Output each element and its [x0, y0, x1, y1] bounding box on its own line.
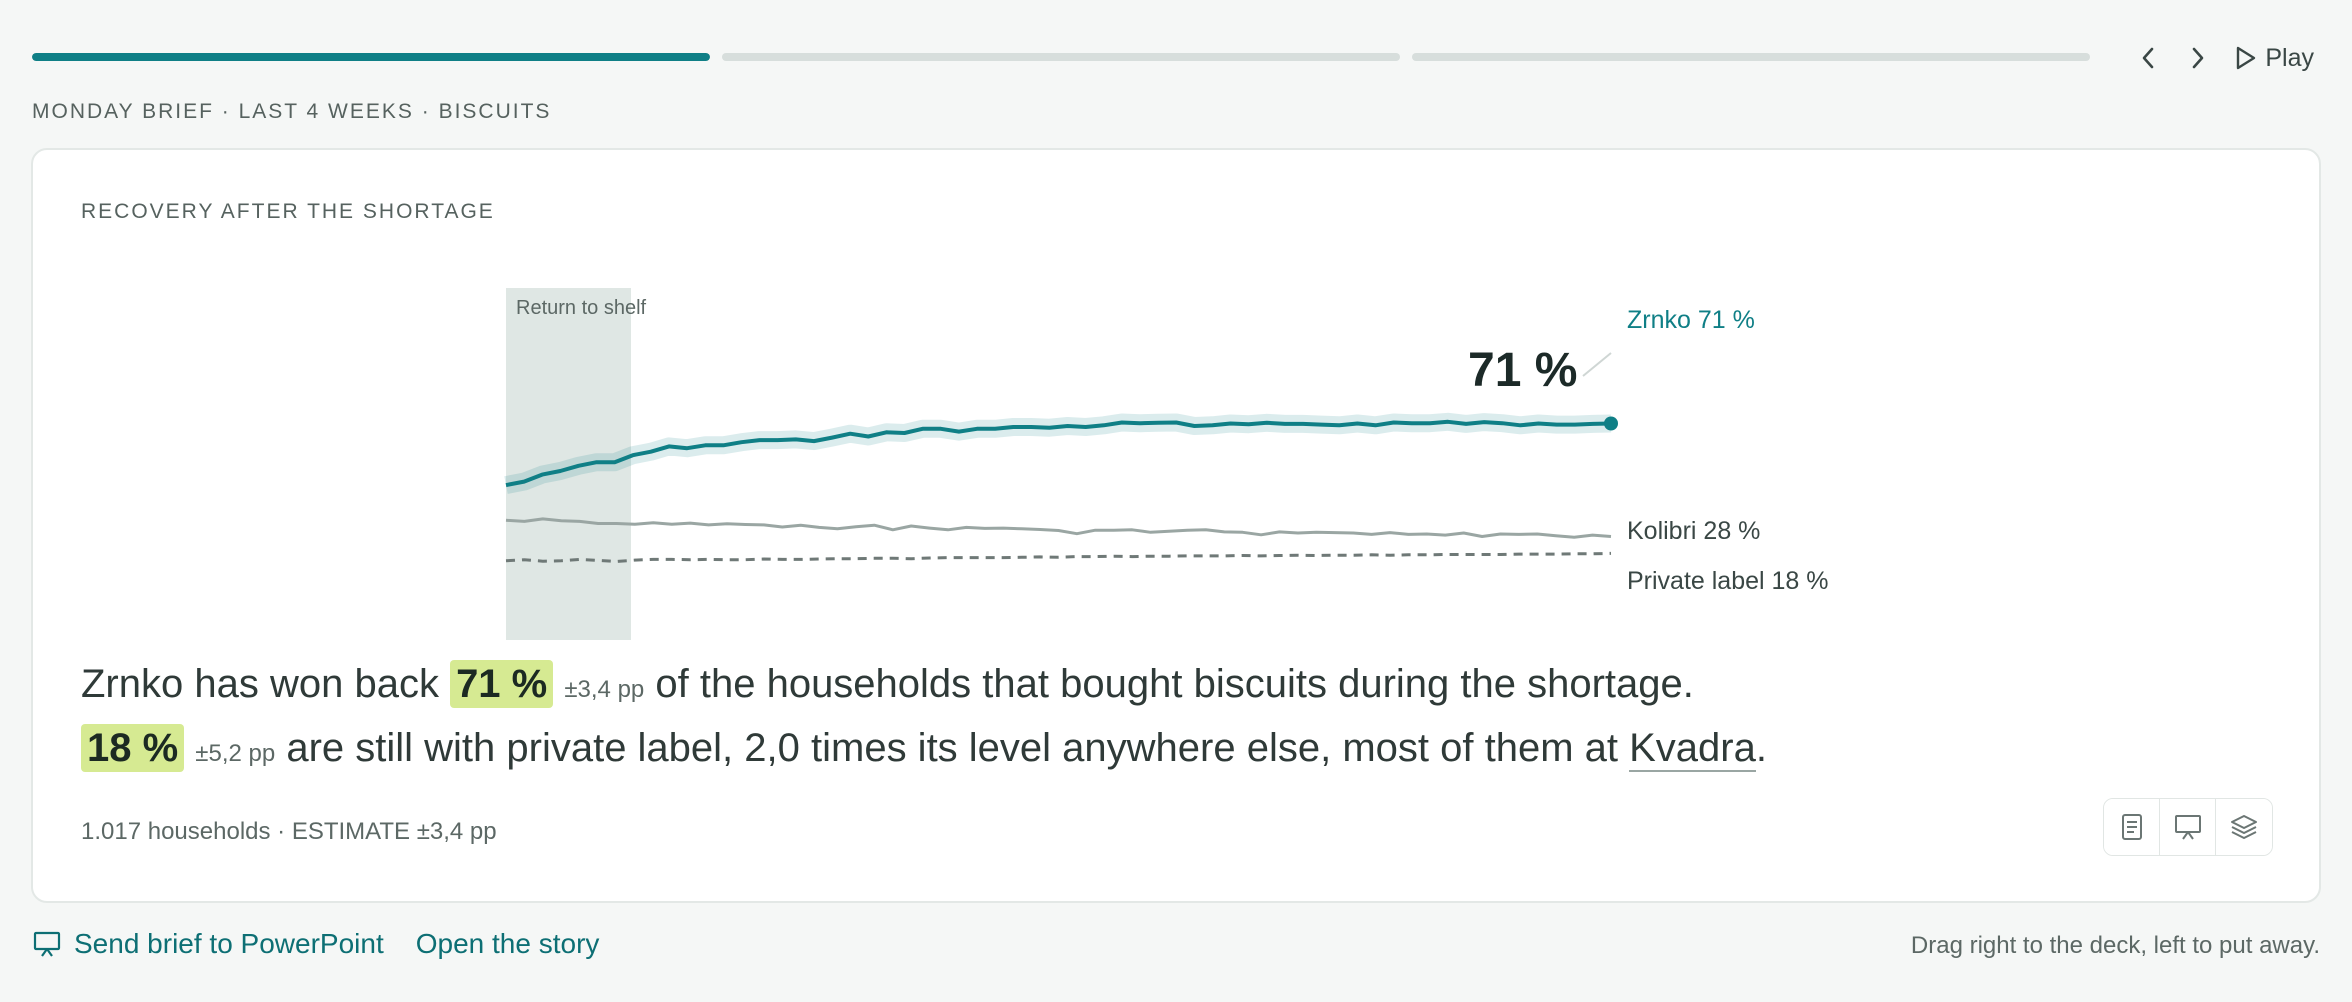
progress-fill [32, 53, 710, 61]
document-button[interactable] [2104, 799, 2160, 855]
open-story-label: Open the story [415, 928, 600, 959]
zrnko-end-point [1604, 416, 1618, 431]
sentence-part-3: are still with private label, 2,0 times … [275, 726, 1630, 770]
layers-icon [2231, 815, 2257, 839]
insight-sentence: Zrnko has won back 71 % ±3,4 pp of the h… [81, 655, 2281, 783]
story-progress [32, 53, 2090, 61]
sentence-part-2: of the households that bought biscuits d… [644, 662, 1694, 706]
story-nav: Play [2135, 40, 2314, 76]
zrnko-end-label: Zrnko 71 % [1627, 306, 1755, 334]
drag-hint: Drag right to the deck, left to put away… [1910, 932, 2320, 959]
chevron-left-icon[interactable] [2135, 40, 2161, 76]
brief-actions: Send brief to PowerPoint Open the story [32, 928, 599, 960]
open-story-link[interactable]: Open the story [416, 928, 600, 960]
private-label-value-highlight: 18 % [81, 724, 185, 772]
zrnko-line [505, 419, 1612, 488]
play-button[interactable]: Play [2235, 44, 2314, 73]
zrnko-value-highlight: 71 % [450, 660, 554, 708]
progress-segment-1[interactable] [32, 53, 710, 61]
progress-segment-3[interactable] [1412, 53, 2090, 61]
return-to-shelf-label: Return to shelf [516, 297, 647, 319]
private-label-margin: ±5,2 pp [195, 740, 276, 767]
progress-segment-2[interactable] [722, 53, 1400, 61]
recovery-chart: Return to shelf 71 % Zrnko 71 % Kolibri … [504, 288, 1829, 640]
send-to-powerpoint-button[interactable]: Send brief to PowerPoint [32, 928, 384, 960]
presentation-button[interactable] [2160, 799, 2216, 855]
kolibri-end-label: Kolibri 28 % [1627, 517, 1760, 545]
private-label-end-label: Private label 18 % [1627, 567, 1829, 595]
kolibri-line [505, 517, 1612, 539]
callout-leader [1582, 352, 1612, 377]
retailer-link[interactable]: Kvadra [1629, 726, 1756, 772]
document-icon [2121, 814, 2142, 840]
presentation-icon [33, 931, 61, 957]
zrnko-margin: ±3,4 pp [564, 676, 645, 703]
layers-button[interactable] [2216, 799, 2272, 855]
send-to-powerpoint-label: Send brief to PowerPoint [74, 928, 384, 959]
sentence-part-1: Zrnko has won back [81, 662, 451, 706]
sample-note: 1.017 households · ESTIMATE ±3,4 pp [81, 818, 497, 845]
brief-eyebrow: MONDAY BRIEF · LAST 4 WEEKS · BISCUITS [32, 100, 552, 123]
sentence-part-4: . [1755, 726, 1767, 770]
zrnko-callout-value: 71 % [1468, 344, 1577, 397]
play-label: Play [2265, 43, 2314, 72]
card-toolbar [2103, 798, 2273, 856]
zrnko-confidence-band [504, 412, 1612, 494]
private-label-line [505, 551, 1612, 564]
chevron-right-icon[interactable] [2185, 40, 2211, 76]
story-card: RECOVERY AFTER THE SHORTAGE Return to sh… [31, 148, 2321, 903]
presentation-icon [2174, 815, 2201, 840]
play-icon [2237, 46, 2256, 70]
card-title: RECOVERY AFTER THE SHORTAGE [81, 200, 495, 223]
